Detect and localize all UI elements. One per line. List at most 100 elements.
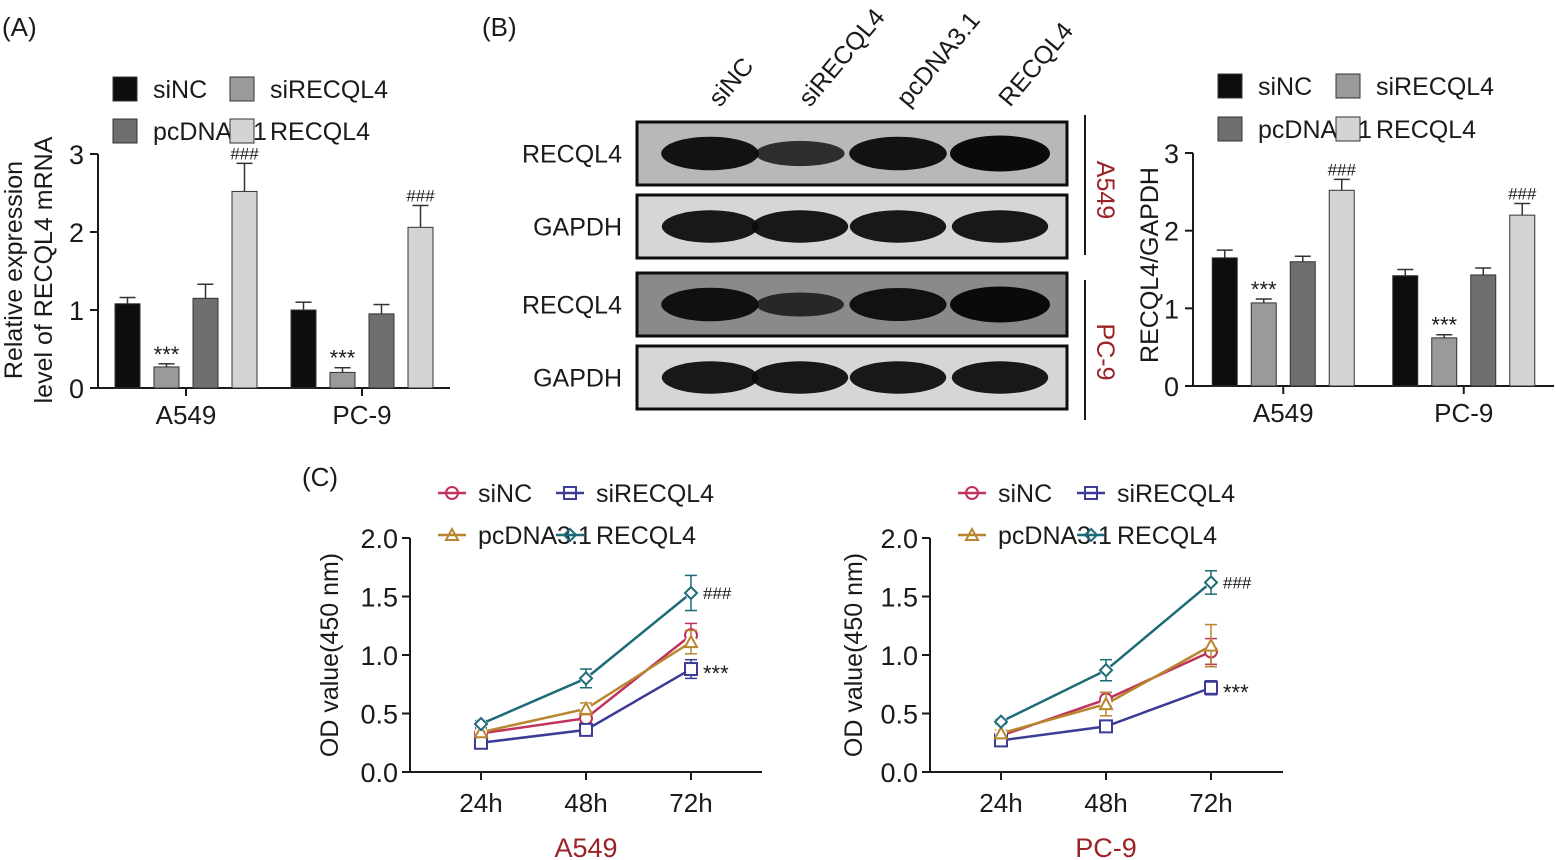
bar-RECQL4 xyxy=(231,190,258,389)
western-blot: siNC siRECQL4 pcDNA3.1 RECQL4RECQL4GAPDHREC… xyxy=(522,3,1119,420)
blot-row: RECQL4 xyxy=(522,120,1069,187)
significance-label: ### xyxy=(1223,573,1252,592)
protein-band xyxy=(849,136,947,171)
bar-pcDNA3.1 xyxy=(1289,261,1316,387)
marker-bg xyxy=(995,715,1007,728)
marker-bg xyxy=(580,702,592,715)
panel-c-label: (C) xyxy=(302,462,339,492)
legend-swatch xyxy=(1217,116,1243,142)
marker-diamond xyxy=(993,714,1009,730)
bar-siNC xyxy=(114,303,141,389)
legend-label: siRECQL4 xyxy=(270,76,388,104)
marker-triangle xyxy=(1098,696,1114,711)
protein-band xyxy=(950,286,1050,323)
protein-band xyxy=(755,140,845,167)
series-pcDNA3.1 xyxy=(473,629,699,739)
marker-circle xyxy=(965,486,979,500)
y-axis-label: Relative expression xyxy=(0,161,28,379)
marker-triangle xyxy=(964,526,980,541)
protein-band xyxy=(849,210,947,243)
significance-label: *** xyxy=(1251,277,1277,302)
lane-label: siRECQL4 xyxy=(793,3,890,112)
bar-siNC xyxy=(1392,275,1419,387)
y-tick-label: 0.5 xyxy=(360,700,398,730)
protein-band xyxy=(751,210,849,243)
lane-label: RECQL4 xyxy=(993,17,1079,112)
marker-bg xyxy=(1100,720,1112,733)
marker-square xyxy=(1099,719,1113,734)
bar-pcDNA3.1 xyxy=(1470,274,1497,387)
x-tick-label: 72h xyxy=(1189,788,1232,818)
marker-triangle xyxy=(473,724,489,739)
bar-siRECQL4 xyxy=(153,366,180,389)
marker-bg xyxy=(685,663,697,676)
y-axis-label: RECQL4/GAPDH xyxy=(1136,167,1164,363)
x-tick-label: 48h xyxy=(564,788,607,818)
protein-label: RECQL4 xyxy=(522,141,622,169)
y-tick-label: 2.0 xyxy=(360,524,398,554)
series-pcDNA3.1 xyxy=(993,623,1219,740)
legend-label: siRECQL4 xyxy=(1117,480,1235,508)
protein-band xyxy=(849,361,947,394)
y-tick-label: 1 xyxy=(1164,294,1179,324)
significance-label: *** xyxy=(154,342,180,367)
protein-band xyxy=(661,287,759,322)
marker-diamond xyxy=(1083,527,1099,543)
marker-bg xyxy=(1205,681,1217,694)
legend-swatch xyxy=(112,76,138,102)
y-tick-label: 2 xyxy=(1164,217,1179,247)
bar-siNC xyxy=(290,309,317,389)
x-tick-label: 72h xyxy=(669,788,712,818)
x-tick-label: 48h xyxy=(1084,788,1127,818)
protein-band xyxy=(950,135,1050,172)
series-RECQL4 xyxy=(473,574,699,732)
protein-label: RECQL4 xyxy=(522,292,622,320)
y-tick-label: 0.0 xyxy=(880,758,918,788)
significance-label: *** xyxy=(703,661,729,686)
y-tick-label: 1.5 xyxy=(360,583,398,613)
y-tick-label: 3 xyxy=(69,140,84,170)
legend-swatch xyxy=(1335,116,1361,142)
y-tick-label: 0.5 xyxy=(880,700,918,730)
marker-triangle xyxy=(993,725,1009,740)
y-tick-label: 1.0 xyxy=(880,641,918,671)
marker-circle xyxy=(445,486,459,500)
marker-bg xyxy=(475,718,487,731)
marker-diamond xyxy=(683,585,699,601)
cell-line-label: PC-9 xyxy=(1091,324,1119,381)
blot-row: GAPDH xyxy=(533,193,1069,260)
marker-bg xyxy=(685,636,697,649)
significance-label: *** xyxy=(1223,680,1249,705)
marker-bg xyxy=(1100,698,1112,711)
bar-pcDNA3.1 xyxy=(192,297,219,389)
marker-triangle xyxy=(578,700,594,715)
marker-bg xyxy=(1205,576,1217,589)
protein-band xyxy=(951,210,1049,243)
significance-label: ### xyxy=(703,584,732,603)
y-tick-label: 2 xyxy=(69,218,84,248)
marker-diamond xyxy=(1098,662,1114,678)
y-axis-label: OD value(450 nm) xyxy=(316,553,344,757)
y-tick-label: 1.0 xyxy=(360,641,398,671)
protein-band xyxy=(756,292,844,317)
marker-bg xyxy=(995,727,1007,740)
legend-label: siNC xyxy=(998,480,1052,508)
panel-a-label: (A) xyxy=(2,12,37,42)
significance-label: ### xyxy=(230,144,259,163)
marker-square xyxy=(1084,486,1098,500)
y-axis-label: level of RECQL4 mRNA xyxy=(30,136,58,403)
blot-row: GAPDH xyxy=(533,344,1069,411)
marker-bg xyxy=(1100,664,1112,677)
marker-triangle xyxy=(1203,637,1219,652)
legend-label: siNC xyxy=(153,76,207,104)
y-tick-label: 2.0 xyxy=(880,524,918,554)
y-tick-label: 0 xyxy=(69,374,84,404)
marker-bg xyxy=(580,672,592,685)
bar-siNC xyxy=(1211,257,1238,387)
legend-label: RECQL4 xyxy=(596,522,696,550)
